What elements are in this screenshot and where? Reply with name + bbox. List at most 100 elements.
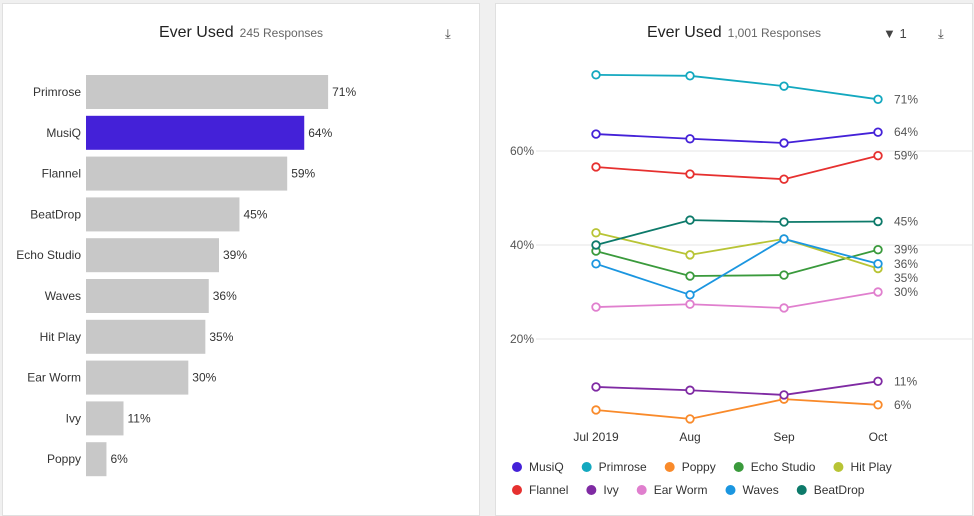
legend-label: BeatDrop <box>814 483 865 497</box>
legend-swatch <box>586 485 597 495</box>
legend-swatch <box>725 485 736 495</box>
chart-header: Ever Used 1,001 Responses <box>496 24 972 42</box>
bar-value-label: 35% <box>209 330 233 344</box>
bar-value-label: 59% <box>291 167 315 181</box>
bar <box>86 156 288 191</box>
data-point <box>685 250 695 260</box>
bar-value-label: 30% <box>192 371 216 385</box>
bar-category-label: BeatDrop <box>30 207 81 221</box>
data-point <box>685 71 695 81</box>
data-point <box>685 215 695 225</box>
data-point <box>873 94 883 104</box>
x-tick-label: Oct <box>869 430 888 444</box>
data-point <box>685 414 695 424</box>
end-value-label: 39% <box>894 243 918 257</box>
bar <box>86 360 189 395</box>
chart-title: Ever Used <box>158 24 234 41</box>
data-point <box>779 174 789 184</box>
end-value-label: 11% <box>894 374 917 388</box>
legend-label: Poppy <box>682 460 716 474</box>
bar-category-label: Ivy <box>66 411 81 425</box>
bar-value-label: 6% <box>110 452 128 466</box>
data-point <box>779 303 789 313</box>
data-point <box>591 302 601 312</box>
data-point <box>873 216 883 227</box>
y-tick-label: 40% <box>510 238 534 252</box>
filter-button[interactable]: ▼ 1 <box>883 26 907 41</box>
x-tick-label: Sep <box>773 430 795 444</box>
bar-value-label: 39% <box>223 248 247 262</box>
end-value-label: 45% <box>894 215 918 229</box>
download-icon[interactable]: ⤓ <box>938 26 944 41</box>
bar-value-label: 71% <box>332 85 356 99</box>
legend-swatch <box>664 462 675 472</box>
data-point <box>779 390 789 400</box>
response-count: 1,001 Responses <box>727 26 822 40</box>
chart-title: Ever Used <box>646 24 722 41</box>
legend-swatch <box>636 485 647 495</box>
bar-value-label: 45% <box>243 207 267 221</box>
data-point <box>591 405 601 415</box>
series-line <box>595 380 879 396</box>
legend-label: Waves <box>743 483 779 497</box>
bar-category-label: Waves <box>45 289 81 303</box>
filter-icon: ▼ <box>883 26 896 41</box>
bar <box>86 279 209 313</box>
data-point <box>591 240 601 250</box>
data-point <box>873 287 883 297</box>
series-line <box>595 231 879 270</box>
bar <box>86 75 329 109</box>
legend-label: Hit Play <box>850 460 891 474</box>
bar-value-label: 36% <box>213 289 237 303</box>
data-point <box>873 400 883 410</box>
data-point <box>685 169 695 179</box>
data-point <box>873 244 883 255</box>
bar-category-label: Primrose <box>33 85 81 99</box>
data-point <box>779 81 789 91</box>
legend-swatch <box>512 485 522 495</box>
legend-label: MusiQ <box>529 460 564 474</box>
x-tick-label: Jul 2019 <box>573 430 619 444</box>
bar-category-label: Poppy <box>47 452 81 466</box>
data-point <box>685 134 695 144</box>
data-point <box>591 228 601 238</box>
legend-swatch <box>833 462 844 472</box>
series-line <box>595 219 879 246</box>
data-point <box>591 129 601 139</box>
left-chart-card: Ever Used 245 Responses ⤓ Primrose 71% Musi… <box>2 3 480 516</box>
bar-chart: Primrose 71% MusiQ 64% Flannel 59% BeatDrop 45%… <box>16 75 356 477</box>
download-icon[interactable]: ⤓ <box>445 26 451 41</box>
x-tick-label: Aug <box>679 430 700 444</box>
data-point <box>779 217 789 227</box>
bar-category-label: MusiQ <box>46 126 81 140</box>
data-point <box>779 234 789 244</box>
bar-category-label: Echo Studio <box>16 248 81 262</box>
series-line <box>595 398 879 420</box>
data-point <box>591 70 601 80</box>
data-point <box>873 376 883 386</box>
bar <box>86 319 206 354</box>
right-chart-card: Ever Used 1,001 Responses ▼ 1 ⤓ 20% 40% 60%… <box>495 3 973 516</box>
series-line <box>595 291 879 309</box>
data-point <box>779 270 789 280</box>
series-line <box>595 237 879 296</box>
legend-label: Ear Worm <box>654 483 708 497</box>
legend-swatch <box>733 462 744 472</box>
data-point <box>873 259 883 269</box>
series-line <box>595 73 879 101</box>
data-point <box>685 271 695 281</box>
data-point <box>685 299 695 309</box>
series-line <box>595 154 879 181</box>
legend-label: Flannel <box>529 483 568 497</box>
bar-category-label: Hit Play <box>40 330 81 344</box>
data-point <box>591 259 601 269</box>
end-value-label: 64% <box>894 125 918 139</box>
bar <box>86 442 107 477</box>
legend-swatch <box>581 462 592 472</box>
end-value-label: 36% <box>894 257 918 271</box>
legend-swatch <box>796 485 807 495</box>
bar <box>86 401 124 436</box>
data-point <box>873 150 883 161</box>
end-value-label: 59% <box>894 149 918 163</box>
line-chart: 20% 40% 60% Jul 2019 Aug Sep Oct 71% 64% 59% 45% 39… <box>510 70 972 497</box>
